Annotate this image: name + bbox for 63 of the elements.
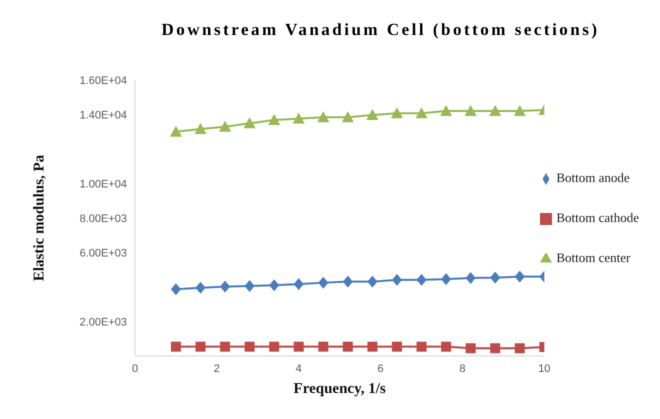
point	[342, 342, 353, 352]
point	[244, 117, 256, 128]
point	[294, 342, 304, 352]
point	[219, 120, 232, 132]
x-axis-title: Frequency, 1/s	[294, 381, 386, 397]
point	[440, 105, 452, 116]
point	[490, 272, 500, 284]
legend-label: Bottom center	[556, 250, 630, 265]
point	[244, 280, 255, 292]
point	[170, 342, 181, 352]
point	[269, 342, 280, 352]
point	[318, 276, 328, 289]
point	[195, 282, 206, 294]
legend-label: Bottom anode	[556, 170, 630, 185]
point	[367, 276, 378, 288]
chart-title: Downstream Vanadium Cell (bottom sections)	[160, 20, 601, 40]
point	[392, 342, 402, 352]
x-tick-label: 2	[214, 362, 220, 375]
point	[514, 105, 526, 116]
y-tick-label: 2.00E+03	[80, 316, 127, 328]
point	[466, 272, 476, 284]
point	[366, 109, 378, 120]
point	[514, 343, 525, 354]
point	[464, 105, 477, 116]
point	[441, 273, 452, 286]
point	[342, 276, 353, 288]
point	[269, 279, 280, 292]
point	[416, 107, 428, 118]
point	[466, 343, 476, 354]
y-tick-label: 8.00E+03	[80, 212, 127, 225]
x-tick-label: 6	[378, 362, 384, 375]
point	[268, 114, 280, 126]
point	[318, 342, 328, 352]
point	[317, 111, 330, 122]
point	[392, 274, 402, 286]
point	[170, 283, 181, 296]
y-tick-label: 1.00E+04	[80, 178, 127, 190]
point	[292, 112, 305, 124]
y-tick-label: 1.40E+04	[80, 109, 127, 122]
x-tick-label: 0	[132, 362, 138, 375]
point	[220, 342, 230, 352]
y-axis-title: Elastic modulus, Pa	[31, 154, 48, 282]
point	[490, 343, 500, 354]
point	[390, 107, 403, 118]
legend-label: Bottom cathode	[556, 210, 639, 225]
point	[294, 278, 304, 290]
point	[195, 342, 206, 352]
x-tick-label: 4	[296, 362, 302, 375]
point	[416, 342, 427, 352]
point	[194, 122, 206, 134]
point	[220, 280, 230, 293]
point	[170, 126, 182, 137]
x-tick-label: 8	[459, 362, 466, 375]
point	[244, 342, 255, 352]
point	[342, 111, 354, 122]
point	[416, 274, 427, 286]
point	[489, 105, 502, 116]
x-tick-label: 10	[538, 362, 550, 375]
point	[367, 342, 378, 352]
point	[441, 342, 452, 352]
point	[514, 270, 525, 283]
y-tick-label: 6.00E+03	[80, 247, 127, 260]
y-tick-label: 1.60E+04	[80, 74, 127, 87]
